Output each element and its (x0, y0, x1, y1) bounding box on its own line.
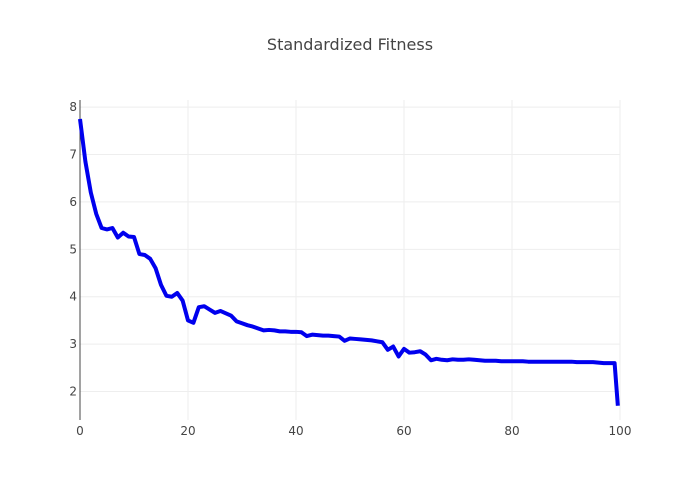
chart-title: Standardized Fitness (267, 35, 433, 54)
x-tick-label: 100 (609, 424, 632, 438)
y-tick-label: 8 (69, 100, 77, 114)
y-tick-label: 7 (69, 148, 77, 162)
x-tick-label: 80 (504, 424, 519, 438)
y-tick-label: 2 (69, 385, 77, 399)
x-tick-label: 60 (396, 424, 411, 438)
tick-labels: 0 20 40 60 80 100 2 3 4 5 6 7 8 (69, 100, 631, 438)
x-tick-label: 40 (288, 424, 303, 438)
series-layer (78, 118, 620, 406)
y-tick-label: 4 (69, 290, 77, 304)
gridlines (80, 100, 621, 420)
x-tick-label: 20 (180, 424, 195, 438)
x-tick-label: 0 (76, 424, 84, 438)
y-tick-label: 3 (69, 337, 77, 351)
y-tick-label: 5 (69, 242, 77, 256)
y-tick-label: 6 (69, 195, 77, 209)
series-line-1 (78, 118, 620, 406)
